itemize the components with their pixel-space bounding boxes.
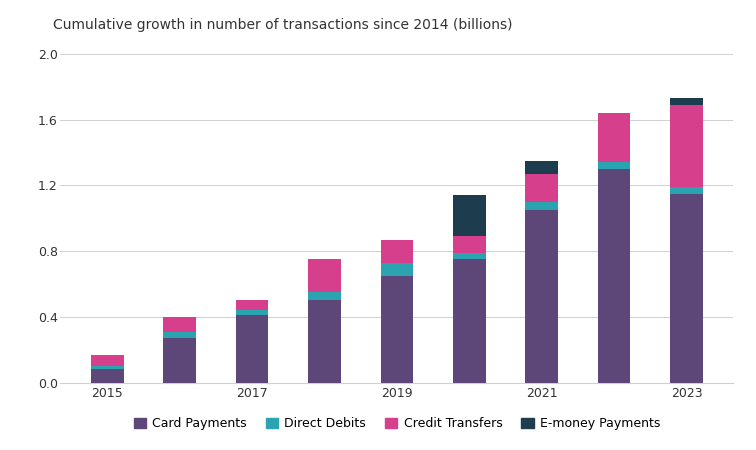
Bar	[163, 338, 196, 382]
Bar	[453, 259, 485, 382]
Bar	[453, 236, 485, 253]
Bar	[163, 332, 196, 338]
Bar	[380, 239, 414, 263]
Bar	[453, 253, 485, 259]
Bar	[91, 366, 124, 369]
Bar	[91, 355, 124, 366]
Bar	[308, 292, 341, 301]
Legend: Card Payments, Direct Debits, Credit Transfers, E-money Payments: Card Payments, Direct Debits, Credit Tra…	[129, 412, 665, 436]
Bar	[308, 259, 341, 292]
Bar	[453, 195, 485, 236]
Bar	[91, 369, 124, 382]
Bar	[525, 202, 558, 210]
Bar	[598, 169, 631, 382]
Bar	[525, 174, 558, 202]
Bar	[236, 315, 268, 382]
Bar	[163, 317, 196, 332]
Bar	[670, 105, 703, 187]
Bar	[525, 161, 558, 174]
Bar	[308, 301, 341, 382]
Text: Cumulative growth in number of transactions since 2014 (billions): Cumulative growth in number of transacti…	[53, 18, 513, 32]
Bar	[525, 210, 558, 382]
Bar	[598, 162, 631, 169]
Bar	[380, 263, 414, 276]
Bar	[236, 310, 268, 315]
Bar	[670, 99, 703, 105]
Bar	[670, 187, 703, 194]
Bar	[598, 113, 631, 162]
Bar	[236, 301, 268, 310]
Bar	[380, 276, 414, 382]
Bar	[670, 194, 703, 382]
